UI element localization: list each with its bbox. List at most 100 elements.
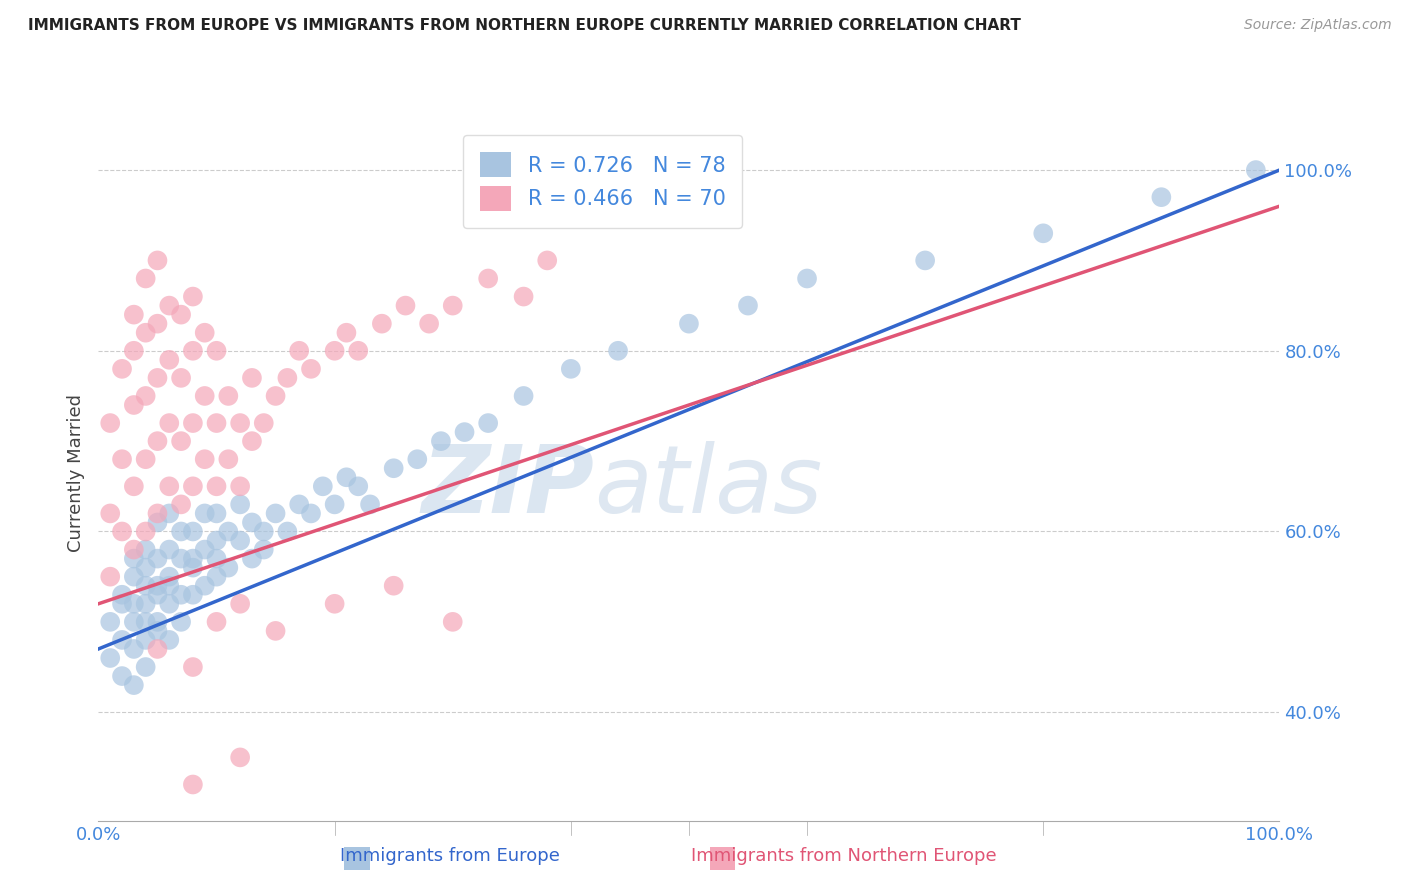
Text: ZIP: ZIP <box>422 441 595 533</box>
Point <box>170 551 193 566</box>
Point <box>264 507 287 521</box>
Point <box>157 416 180 430</box>
Point <box>157 542 180 557</box>
Point <box>477 271 499 285</box>
Point <box>146 624 169 638</box>
Point <box>135 560 157 574</box>
Point <box>536 253 558 268</box>
Point <box>359 497 381 511</box>
Point <box>135 389 157 403</box>
Point <box>122 597 145 611</box>
Point <box>276 524 298 539</box>
Point <box>229 479 252 493</box>
Point <box>229 597 252 611</box>
Point <box>98 615 121 629</box>
Point <box>135 632 157 647</box>
Point <box>181 560 204 574</box>
Point <box>146 317 169 331</box>
Point <box>111 632 134 647</box>
Point <box>205 507 228 521</box>
Point <box>157 579 180 593</box>
Point <box>1032 227 1054 241</box>
Point <box>418 317 440 331</box>
Legend: R = 0.726   N = 78, R = 0.466   N = 70: R = 0.726 N = 78, R = 0.466 N = 70 <box>463 136 742 227</box>
Point <box>299 507 322 521</box>
Point <box>441 299 464 313</box>
Point <box>122 343 145 358</box>
Point <box>111 597 134 611</box>
Point <box>181 588 204 602</box>
Text: atlas: atlas <box>595 442 823 533</box>
Point <box>382 579 405 593</box>
Point <box>217 389 239 403</box>
Point <box>194 326 217 340</box>
Point <box>135 271 157 285</box>
Point <box>323 597 346 611</box>
Point <box>288 343 311 358</box>
Point <box>264 389 287 403</box>
Point <box>135 597 157 611</box>
Point <box>406 452 429 467</box>
Point <box>146 551 169 566</box>
Point <box>146 642 169 657</box>
Point <box>194 452 217 467</box>
Point <box>335 470 357 484</box>
Point <box>240 551 263 566</box>
Point <box>181 777 204 791</box>
Point <box>382 461 405 475</box>
Point <box>229 533 252 548</box>
Point <box>111 362 134 376</box>
Point <box>181 416 204 430</box>
Point <box>205 533 228 548</box>
Point <box>170 434 193 449</box>
Point <box>111 452 134 467</box>
Point <box>276 371 298 385</box>
Point <box>135 326 157 340</box>
Point <box>607 343 630 358</box>
Point <box>441 615 464 629</box>
Point <box>205 569 228 583</box>
Point <box>170 615 193 629</box>
Text: Source: ZipAtlas.com: Source: ZipAtlas.com <box>1244 18 1392 32</box>
Point <box>146 434 169 449</box>
Point <box>111 524 134 539</box>
Point <box>229 497 252 511</box>
Point <box>453 425 475 439</box>
Point <box>229 416 252 430</box>
Point <box>170 588 193 602</box>
Point <box>98 416 121 430</box>
Point <box>253 542 276 557</box>
Point <box>170 308 193 322</box>
Point <box>430 434 453 449</box>
Point <box>512 289 534 303</box>
Point <box>157 569 180 583</box>
Point <box>135 542 157 557</box>
Point <box>371 317 394 331</box>
Point <box>146 615 169 629</box>
Point <box>181 524 204 539</box>
Point <box>135 615 157 629</box>
Point <box>194 389 217 403</box>
Point <box>229 750 252 764</box>
Point <box>560 362 582 376</box>
Point <box>205 615 228 629</box>
Point <box>98 569 121 583</box>
Point <box>205 343 228 358</box>
Point <box>796 271 818 285</box>
Point <box>157 632 180 647</box>
Point <box>181 660 204 674</box>
Point <box>205 416 228 430</box>
Point <box>737 299 759 313</box>
Point <box>122 569 145 583</box>
Point <box>512 389 534 403</box>
Point <box>299 362 322 376</box>
Point <box>205 479 228 493</box>
Point <box>135 579 157 593</box>
Point <box>194 579 217 593</box>
Point <box>394 299 416 313</box>
Text: Immigrants from Europe: Immigrants from Europe <box>340 847 560 865</box>
Point <box>678 317 700 331</box>
Point <box>1150 190 1173 204</box>
Point <box>157 299 180 313</box>
Y-axis label: Currently Married: Currently Married <box>66 393 84 552</box>
